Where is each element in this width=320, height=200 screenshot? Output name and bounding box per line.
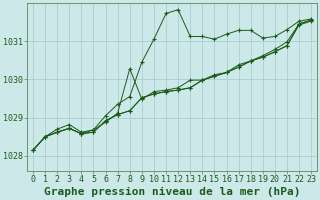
X-axis label: Graphe pression niveau de la mer (hPa): Graphe pression niveau de la mer (hPa) bbox=[44, 187, 300, 197]
